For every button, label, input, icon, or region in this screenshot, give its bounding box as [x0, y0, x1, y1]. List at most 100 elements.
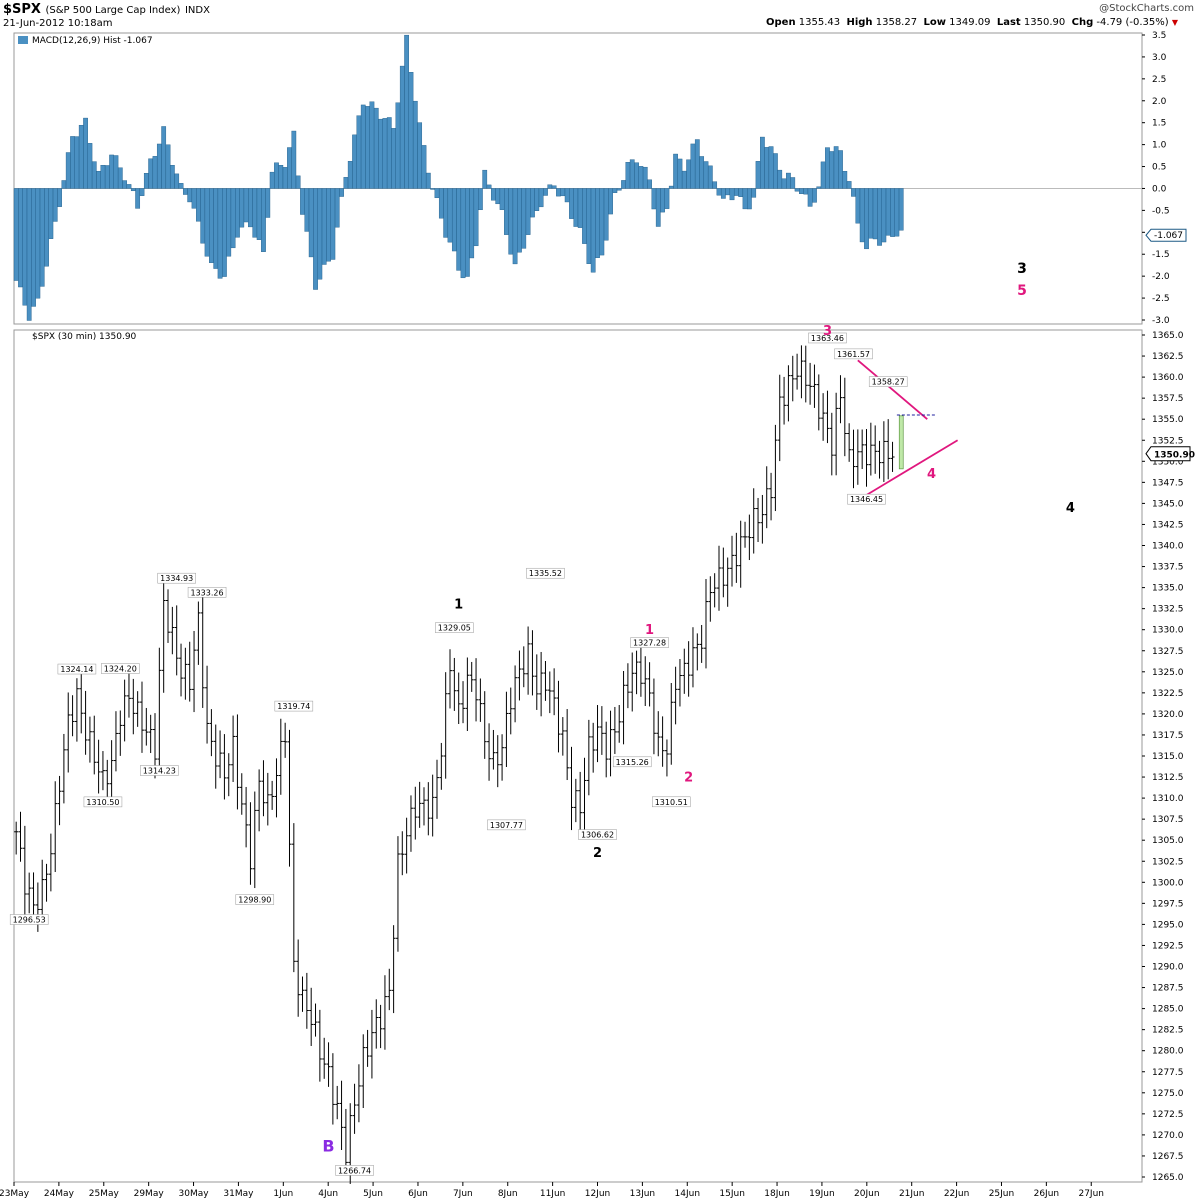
macd-hist-bar: [733, 188, 739, 196]
ohlc-bar: [769, 472, 774, 521]
macd-hist-bar: [356, 115, 362, 189]
ohlc-bar: [547, 671, 552, 714]
ohlc-bar: [812, 364, 817, 408]
ohlc-bar: [842, 377, 847, 457]
ohlc-bar: [96, 739, 101, 794]
price-y-tick-label: 1350.0: [1152, 457, 1184, 467]
ohlc-bar: [734, 532, 739, 583]
ohlc-bar: [291, 823, 296, 973]
ohlc-bar: [356, 1064, 361, 1123]
macd-hist-bar: [651, 188, 657, 210]
ohlc-bar: [504, 691, 509, 768]
ohlc-bar: [456, 672, 461, 724]
price-y-tick-label: 1280.0: [1152, 1047, 1184, 1057]
ohlc-bar: [686, 641, 691, 697]
macd-hist-bar: [638, 166, 644, 189]
high-value: 1358.27: [875, 17, 918, 28]
macd-hist-bar: [117, 167, 123, 189]
macd-hist-bar: [668, 185, 674, 189]
ohlc-bar: [474, 658, 479, 722]
macd-hist-bar: [326, 188, 331, 262]
price-y-tick-label: 1362.5: [1152, 352, 1184, 362]
macd-hist-bar: [282, 167, 288, 189]
ohlc-bar: [868, 422, 873, 476]
macd-hist-bar: [339, 188, 344, 197]
macd-hist-bar: [564, 188, 570, 203]
macd-hist-bar: [690, 143, 696, 189]
price-label: 1306.62: [581, 831, 614, 840]
macd-hist-bar: [486, 184, 492, 189]
macd-hist-bar: [304, 188, 310, 232]
x-tick-label: 14Jun: [675, 1189, 701, 1199]
ohlc-bar: [126, 673, 131, 718]
macd-hist-bar: [343, 177, 349, 189]
macd-hist-bar: [204, 188, 210, 257]
ohlc-bar: [743, 521, 748, 548]
ohlc-bar: [109, 740, 114, 806]
ohlc-bar: [53, 781, 58, 873]
last-value: 1350.90: [1023, 17, 1066, 28]
price-label: 1361.57: [837, 350, 870, 359]
macd-hist-bar: [812, 188, 817, 203]
ohlc-bar: [27, 872, 32, 914]
price-label-box: [140, 765, 179, 776]
ohlc-bar: [166, 589, 171, 643]
ohlc-bar: [643, 656, 648, 706]
ohlc-bar: [487, 723, 492, 781]
macd-hist-bar: [729, 188, 735, 201]
ohlc-bar: [595, 705, 600, 763]
macd-hist-bar: [44, 188, 49, 267]
macd-hist-bar: [287, 147, 292, 189]
price-label: 1346.45: [850, 495, 883, 504]
x-tick-label: 27Jun: [1078, 1189, 1104, 1199]
macd-y-tick-label: -0.5: [1152, 206, 1170, 216]
macd-hist-bar: [447, 188, 453, 243]
ohlc-bar: [586, 719, 591, 796]
ohlc-bar: [513, 665, 518, 723]
x-tick-label: 18Jun: [764, 1189, 790, 1199]
macd-hist-bar: [781, 178, 787, 189]
ohlc-bar: [278, 718, 283, 795]
low-label: Low: [923, 17, 946, 28]
chg-label: Chg: [1071, 17, 1094, 28]
ohlc-bar: [682, 648, 687, 694]
macd-hist-bar: [91, 161, 97, 189]
ohlc-bar: [508, 687, 513, 735]
macd-hist-bar: [768, 146, 774, 189]
price-label: 1333.26: [191, 588, 224, 597]
ohlc-bar: [200, 592, 205, 708]
ohlc-bar: [556, 680, 561, 753]
ohlc-bar: [14, 821, 19, 855]
ohlc-bar: [560, 717, 565, 756]
ohlc-bar: [608, 710, 613, 777]
ohlc-bar: [834, 392, 839, 476]
macd-hist-bar: [773, 153, 778, 189]
last-label: Last: [996, 17, 1021, 28]
macd-hist-bar: [664, 188, 670, 209]
watermark: @StockCharts.com: [1099, 3, 1194, 14]
price-label: 1329.05: [438, 624, 471, 633]
ohlc-bar: [430, 774, 435, 837]
macd-hist-bar: [274, 162, 279, 189]
macd-hist-bar: [265, 188, 271, 218]
price-label: 1310.51: [655, 798, 688, 807]
ohlc-bar: [530, 630, 535, 696]
ohlc-bar: [517, 650, 522, 701]
macd-hist-bar: [504, 188, 509, 235]
macd-hist-bar: [70, 136, 75, 189]
macd-hist-bar: [465, 188, 470, 277]
ohlc-bar: [638, 642, 643, 697]
ohlc-bar: [382, 975, 387, 1050]
macd-hist-bar: [703, 161, 709, 189]
macd-hist-bar: [616, 188, 622, 191]
macd-hist-bar: [512, 188, 518, 265]
price-label: 1315.26: [616, 758, 649, 767]
ohlc-bar: [100, 751, 105, 791]
macd-hist-bar: [738, 188, 744, 197]
macd-hist-bar: [261, 188, 266, 252]
price-label-box: [808, 332, 847, 344]
x-tick-label: 1Jun: [273, 1189, 293, 1199]
last-price-tag: [1145, 446, 1191, 462]
x-tick-label: 7Jun: [453, 1189, 473, 1199]
ohlc-bar: [218, 730, 223, 779]
